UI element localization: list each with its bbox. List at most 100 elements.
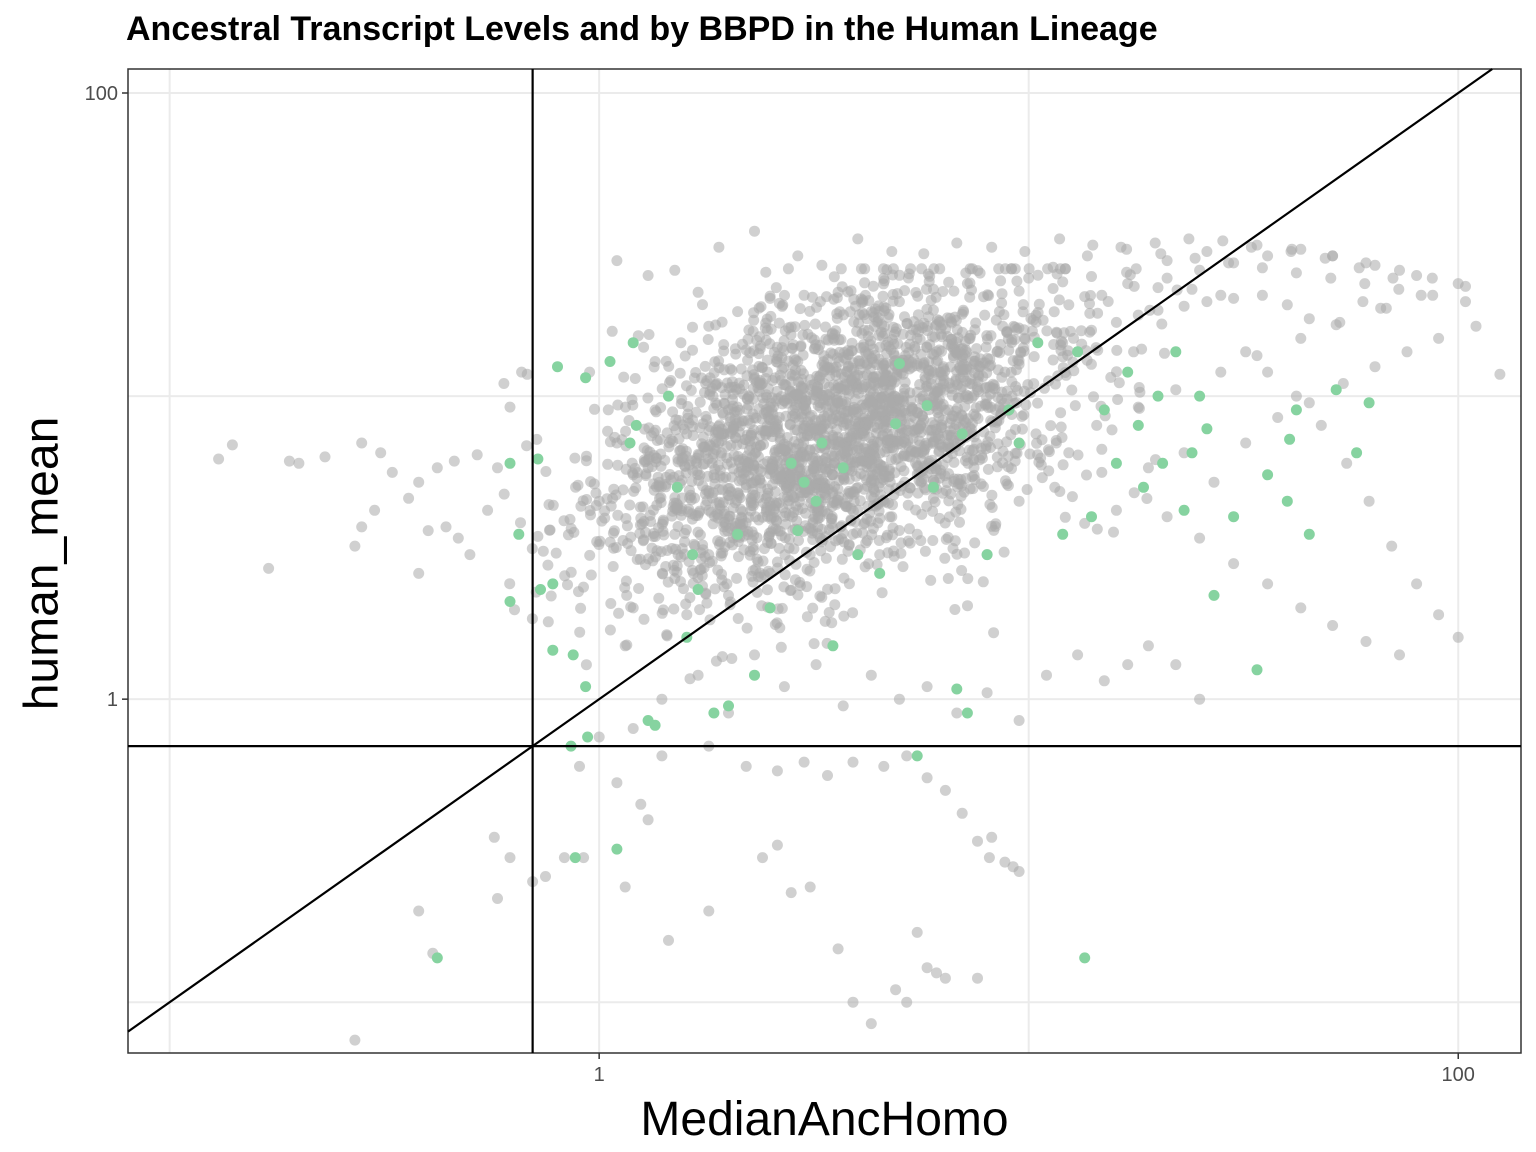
- data-point: [606, 325, 618, 337]
- data-point: [1415, 289, 1427, 301]
- data-point: [1315, 419, 1327, 431]
- data-point: [852, 233, 864, 245]
- bbpd-data-point: [1086, 511, 1097, 523]
- data-point: [818, 356, 830, 368]
- data-point: [895, 461, 907, 473]
- data-point: [926, 365, 938, 377]
- data-point: [1359, 278, 1371, 290]
- data-point: [858, 324, 870, 336]
- data-point: [1189, 252, 1201, 264]
- data-point: [795, 364, 807, 376]
- data-point: [593, 731, 605, 743]
- data-point: [504, 852, 516, 864]
- data-point: [763, 406, 775, 417]
- data-point: [1357, 296, 1369, 308]
- data-point: [688, 538, 700, 550]
- data-point: [838, 572, 850, 584]
- data-point: [498, 488, 510, 500]
- data-point: [1285, 246, 1297, 257]
- data-point: [751, 334, 763, 346]
- data-point: [790, 500, 802, 512]
- data-point: [1033, 298, 1045, 310]
- data-point: [942, 429, 954, 441]
- data-point: [838, 610, 850, 622]
- data-point: [998, 309, 1010, 321]
- bbpd-data-point: [1170, 346, 1182, 358]
- data-point: [559, 570, 571, 582]
- data-point: [1053, 294, 1065, 306]
- bbpd-data-point: [1013, 437, 1025, 449]
- data-point: [755, 301, 767, 313]
- data-point: [1013, 715, 1025, 726]
- data-point: [902, 450, 914, 462]
- data-point: [925, 424, 937, 436]
- bbpd-data-point: [1132, 419, 1144, 431]
- data-point: [627, 723, 639, 734]
- data-point: [675, 576, 686, 588]
- bbpd-data-point: [1098, 404, 1110, 416]
- data-point: [1363, 495, 1375, 507]
- data-point: [753, 360, 765, 372]
- data-point: [959, 547, 970, 559]
- data-point: [874, 512, 886, 524]
- data-point: [925, 294, 937, 306]
- data-point: [694, 529, 706, 541]
- data-point: [679, 350, 691, 362]
- data-point: [905, 405, 917, 417]
- bbpd-data-point: [569, 852, 581, 864]
- data-point: [977, 371, 989, 382]
- data-point: [213, 453, 225, 465]
- data-point: [673, 433, 685, 445]
- data-point: [590, 500, 602, 511]
- data-point: [663, 934, 674, 946]
- data-point: [1128, 346, 1140, 358]
- data-point: [657, 516, 669, 528]
- data-point: [890, 984, 902, 996]
- data-point: [702, 453, 714, 465]
- data-point: [743, 324, 755, 336]
- data-point: [1240, 346, 1252, 358]
- data-point: [627, 399, 639, 411]
- data-point: [921, 962, 933, 974]
- data-point: [1186, 283, 1198, 295]
- data-point: [851, 527, 863, 539]
- data-point: [748, 307, 760, 319]
- data-point: [779, 549, 791, 561]
- data-point: [883, 385, 895, 397]
- data-point: [713, 420, 725, 432]
- data-point: [842, 286, 854, 298]
- data-point: [829, 457, 841, 469]
- data-point: [780, 507, 792, 519]
- data-point: [1334, 316, 1346, 328]
- data-point: [584, 549, 596, 561]
- scatter-points: [213, 225, 1506, 1046]
- data-point: [1295, 243, 1307, 255]
- data-point: [904, 387, 916, 399]
- identity-line: [127, 68, 1493, 1033]
- data-point: [1048, 339, 1060, 350]
- data-point: [799, 319, 811, 331]
- data-point: [1050, 435, 1062, 446]
- data-point: [1155, 248, 1167, 260]
- data-point: [629, 462, 641, 474]
- data-point: [807, 602, 819, 614]
- bbpd-data-point: [1330, 384, 1342, 396]
- data-point: [829, 599, 841, 611]
- data-point: [1032, 397, 1044, 409]
- data-point: [1062, 349, 1074, 361]
- data-point: [1141, 493, 1153, 504]
- data-point: [927, 535, 939, 546]
- data-point: [912, 290, 924, 302]
- data-point: [1170, 384, 1182, 396]
- bbpd-data-point: [532, 453, 544, 465]
- data-point: [949, 604, 961, 615]
- data-point: [1156, 318, 1168, 330]
- data-point: [701, 375, 713, 387]
- data-point: [681, 380, 692, 392]
- data-point: [794, 576, 806, 588]
- data-point: [1007, 861, 1019, 873]
- data-point: [847, 486, 859, 498]
- data-point: [808, 557, 820, 568]
- data-point: [1013, 322, 1025, 334]
- data-point: [656, 750, 668, 762]
